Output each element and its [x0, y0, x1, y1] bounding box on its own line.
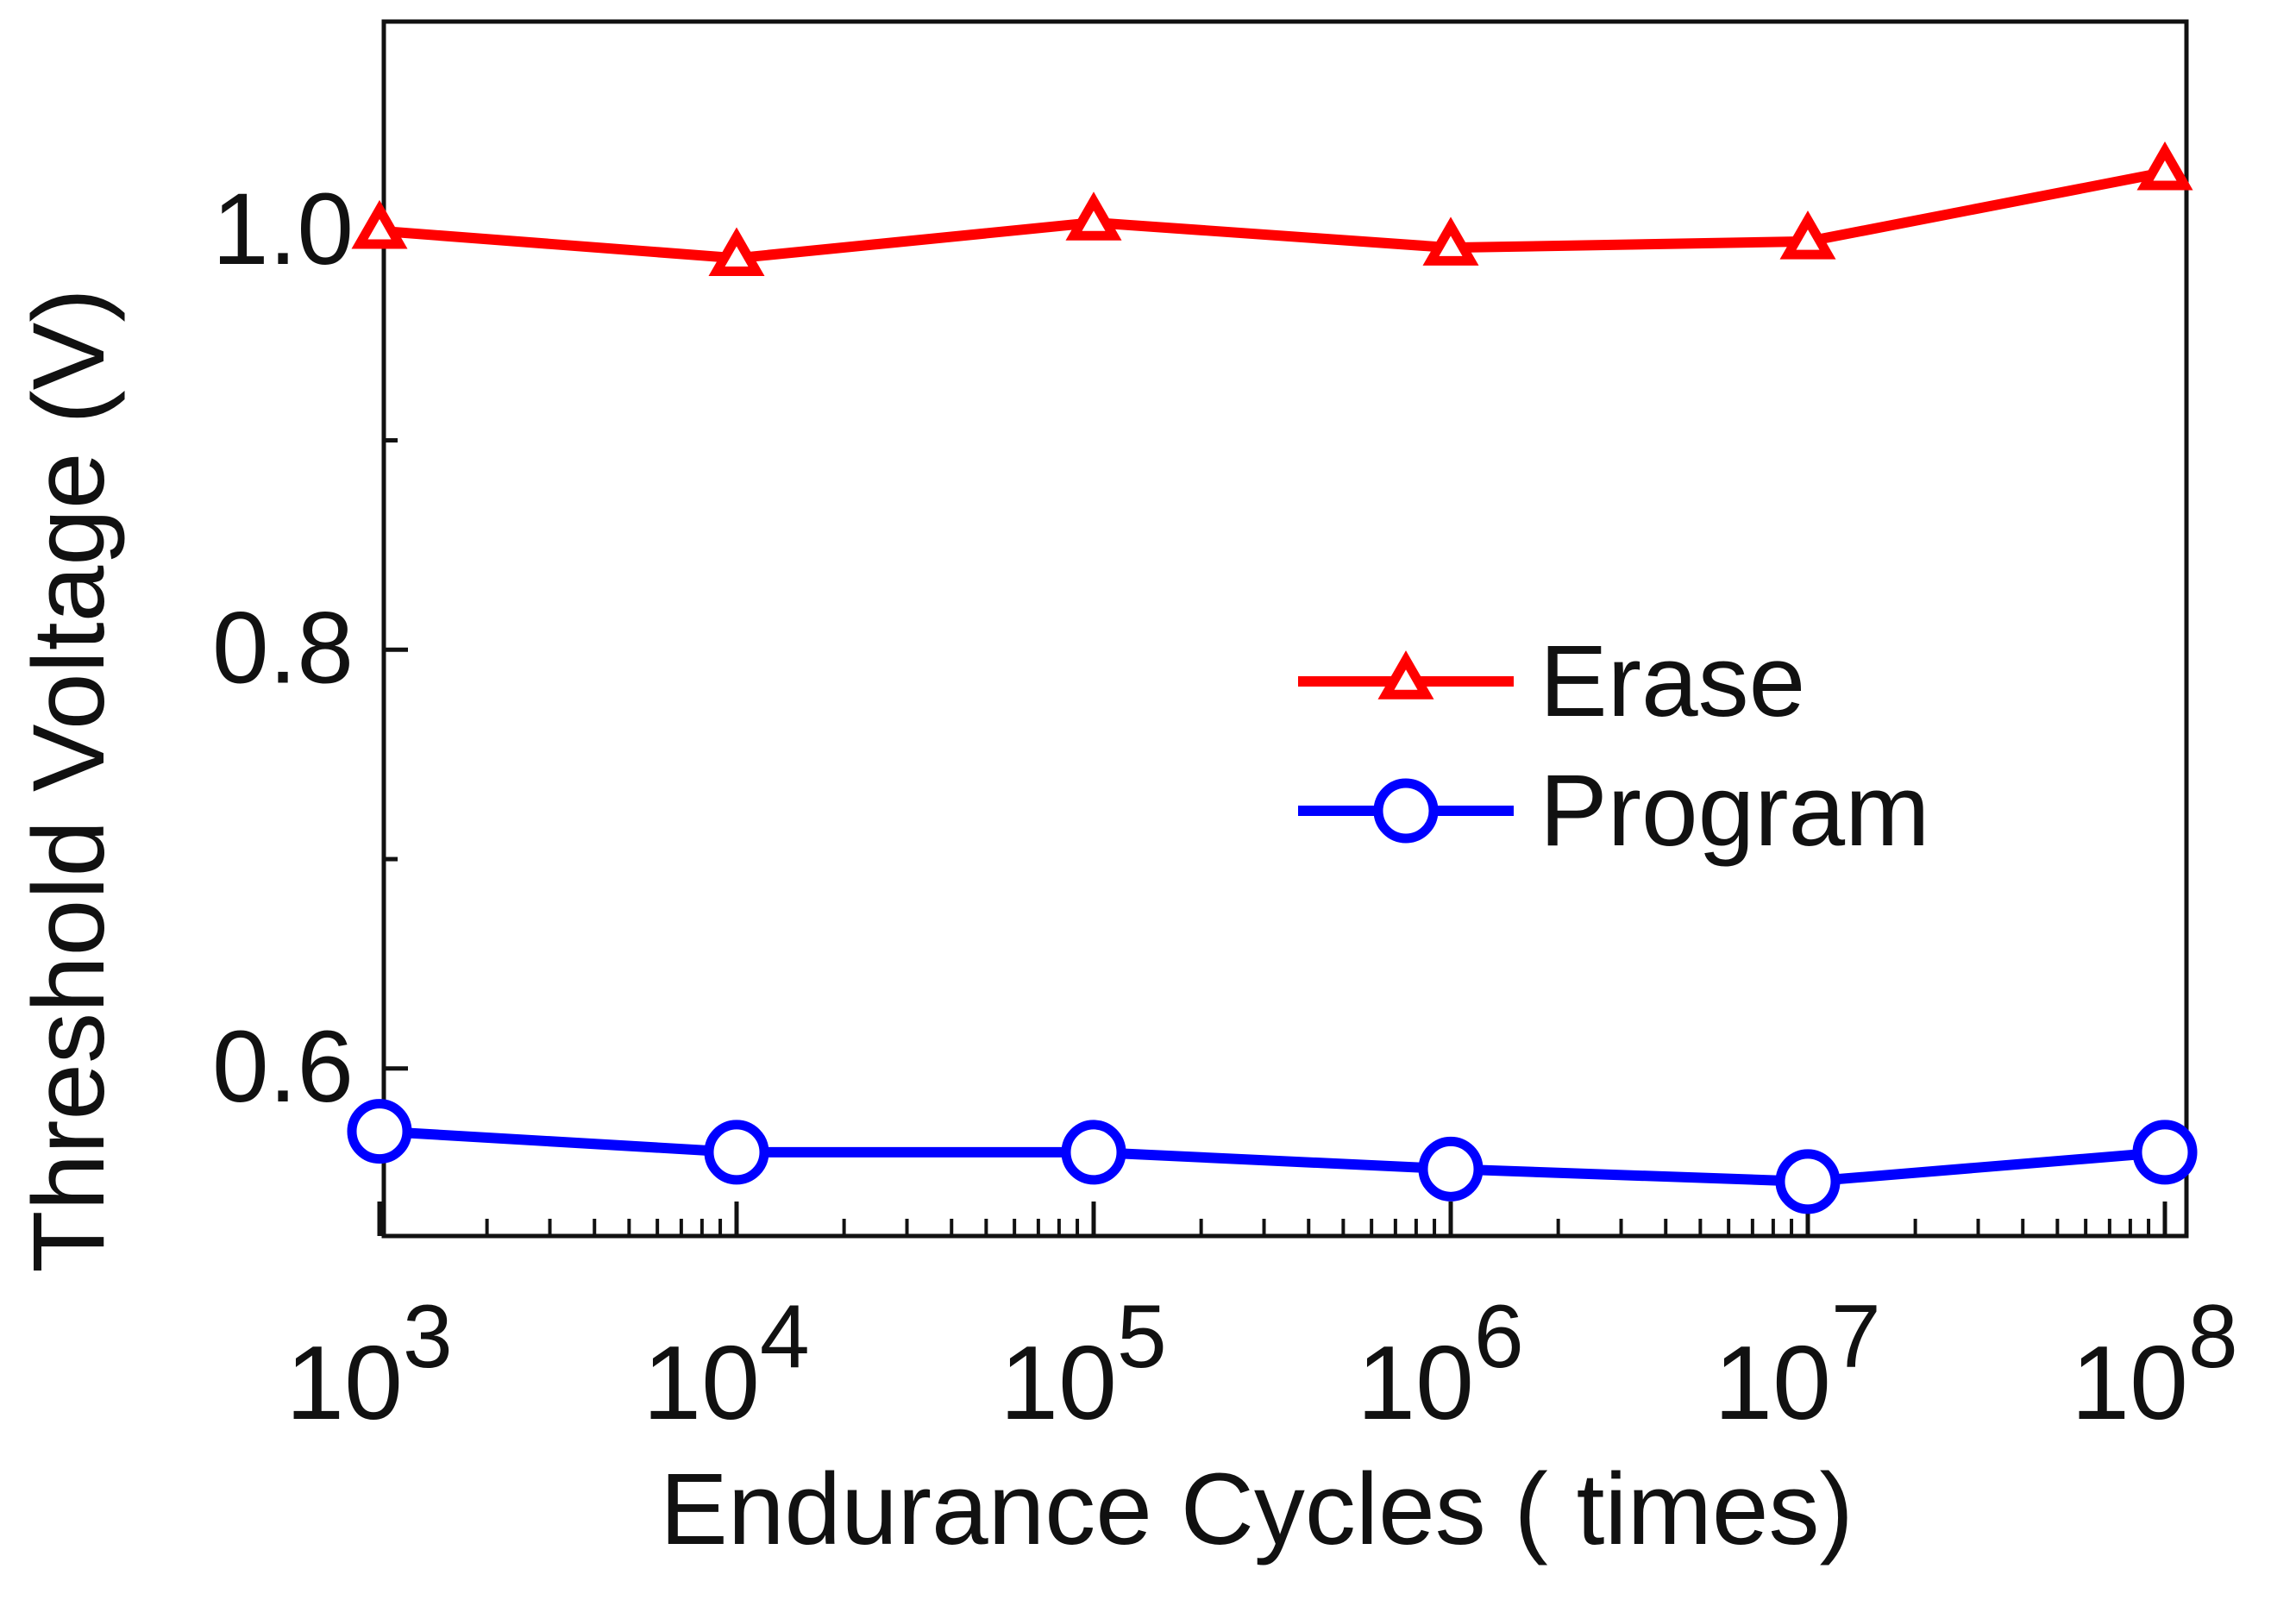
x-tick-label: 104	[643, 1287, 810, 1441]
series-layer	[347, 141, 2198, 1214]
data-point-erase	[351, 199, 408, 249]
legend-item-erase: Erase	[1298, 624, 1805, 738]
data-point-program	[1418, 1136, 1484, 1202]
y-axis-title: Threshold Voltage (V)	[12, 288, 126, 1272]
legend-item-program: Program	[1298, 754, 1929, 868]
y-tick-label: 0.8	[212, 591, 354, 705]
x-tick-label: 106	[1357, 1287, 1524, 1441]
legend-marker-triangle	[1377, 650, 1434, 700]
legend-marker-circle	[1373, 778, 1439, 844]
data-point-program	[704, 1120, 769, 1185]
series-line-erase	[379, 166, 2167, 264]
plot-frame	[381, 19, 2189, 1239]
data-point-program	[2132, 1120, 2198, 1185]
legend-label: Program	[1540, 754, 1929, 868]
data-point-erase	[2136, 141, 2193, 191]
x-axis: 103 104 105 106 107 108	[285, 1202, 2238, 1441]
x-tick-label: 107	[1714, 1287, 1881, 1441]
data-point-erase	[1779, 210, 1836, 260]
x-tick-label: 103	[285, 1287, 453, 1441]
series-line-program	[379, 1126, 2166, 1187]
legend-label: Erase	[1540, 624, 1805, 738]
plot-border	[381, 19, 2189, 1239]
y-tick-label: 1.0	[212, 173, 354, 286]
x-axis-title: Endurance Cycles ( times)	[660, 1453, 1854, 1566]
y-tick-label: 0.6	[212, 1010, 354, 1124]
data-point-program	[347, 1099, 412, 1164]
x-tick-label: 108	[2071, 1287, 2238, 1441]
data-point-erase	[708, 227, 765, 277]
data-point-program	[1061, 1120, 1126, 1185]
legend: Erase Program	[1298, 624, 1929, 868]
data-point-program	[1775, 1149, 1841, 1214]
data-point-erase	[1065, 191, 1122, 241]
data-point-erase	[1422, 216, 1479, 266]
x-tick-label: 105	[1000, 1287, 1167, 1441]
